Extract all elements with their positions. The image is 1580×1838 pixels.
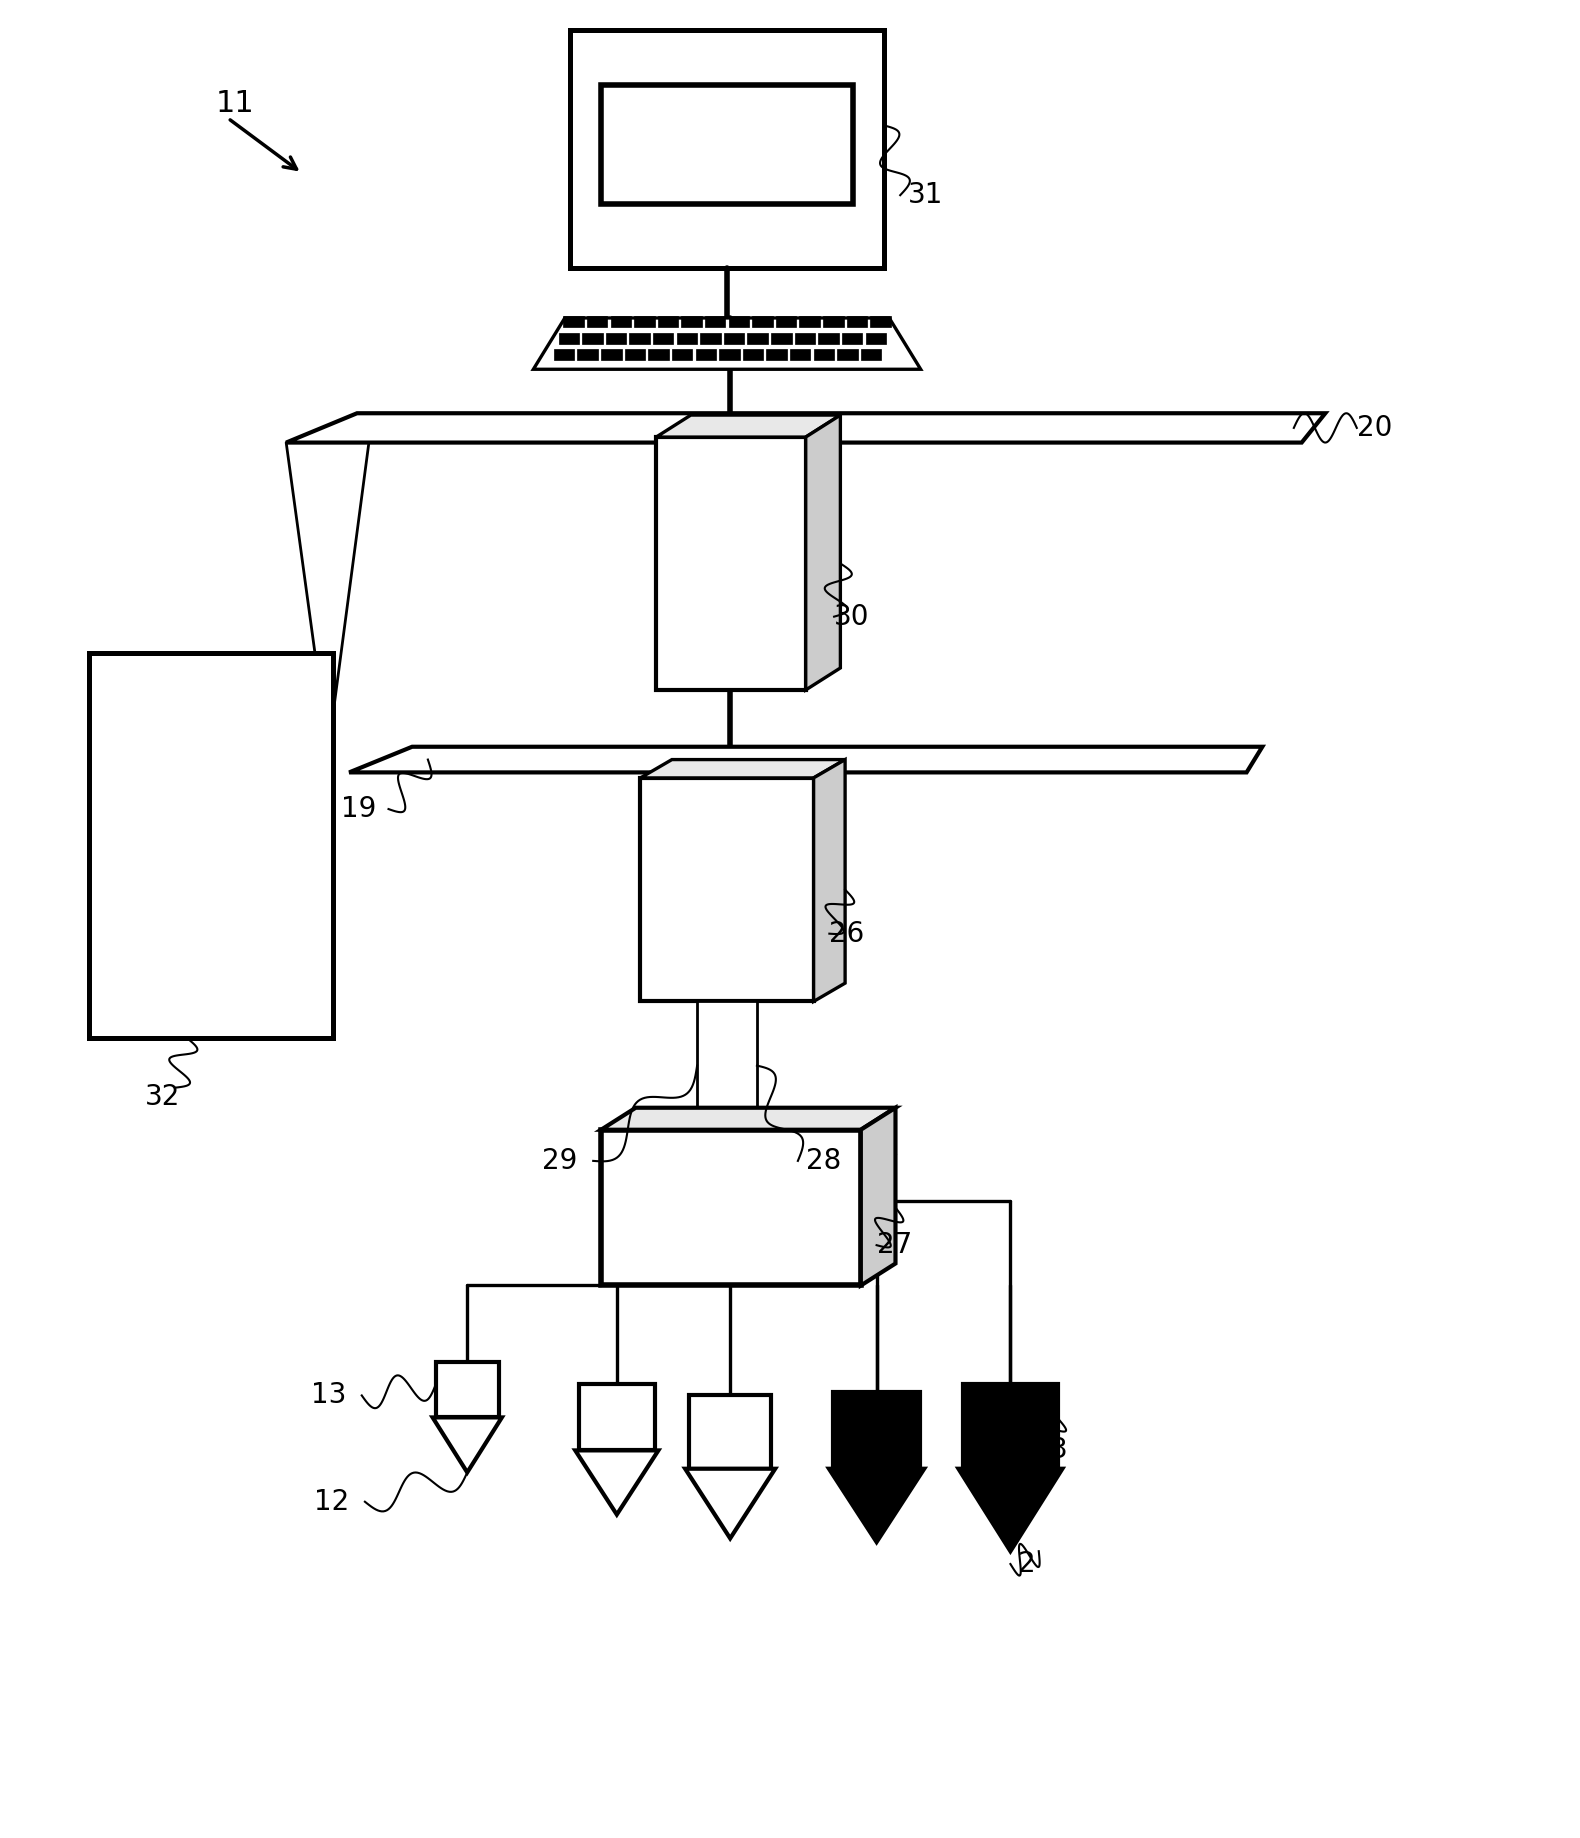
Bar bbox=[634, 316, 654, 327]
Polygon shape bbox=[814, 759, 845, 1002]
Polygon shape bbox=[349, 746, 1262, 772]
Bar bbox=[600, 85, 853, 204]
Bar bbox=[681, 316, 702, 327]
Bar bbox=[866, 333, 886, 344]
Bar bbox=[795, 333, 815, 344]
Polygon shape bbox=[286, 414, 1326, 443]
Polygon shape bbox=[959, 1469, 1062, 1551]
Text: 30: 30 bbox=[834, 603, 869, 630]
Bar bbox=[814, 349, 834, 360]
Bar bbox=[577, 349, 597, 360]
Polygon shape bbox=[640, 759, 845, 777]
Bar bbox=[676, 333, 697, 344]
Bar bbox=[578, 1384, 654, 1450]
Bar bbox=[610, 316, 630, 327]
Bar bbox=[436, 1362, 499, 1417]
Text: 12: 12 bbox=[314, 1487, 349, 1516]
Text: 3: 3 bbox=[1049, 1437, 1068, 1465]
Bar bbox=[847, 316, 867, 327]
Bar bbox=[790, 349, 811, 360]
Text: 27: 27 bbox=[877, 1231, 912, 1259]
Bar bbox=[719, 349, 739, 360]
Text: 13: 13 bbox=[311, 1382, 346, 1410]
Bar bbox=[90, 652, 333, 1038]
Bar bbox=[728, 316, 749, 327]
Bar bbox=[657, 316, 678, 327]
Text: 11: 11 bbox=[215, 88, 254, 118]
Bar bbox=[605, 333, 626, 344]
Bar bbox=[640, 777, 814, 1002]
Bar bbox=[586, 316, 607, 327]
Bar bbox=[833, 1391, 920, 1469]
Bar bbox=[871, 316, 891, 327]
Bar bbox=[700, 333, 720, 344]
Bar bbox=[653, 333, 673, 344]
Bar bbox=[823, 316, 844, 327]
Bar bbox=[818, 333, 839, 344]
Bar bbox=[564, 316, 583, 327]
Polygon shape bbox=[433, 1417, 502, 1472]
Bar bbox=[648, 349, 668, 360]
Bar bbox=[656, 437, 806, 689]
Bar bbox=[697, 1002, 757, 1130]
Bar bbox=[672, 349, 692, 360]
Polygon shape bbox=[686, 1469, 776, 1538]
Bar bbox=[629, 333, 649, 344]
Text: 26: 26 bbox=[830, 919, 864, 948]
Bar bbox=[600, 349, 621, 360]
Bar bbox=[569, 29, 885, 268]
Bar bbox=[705, 316, 725, 327]
Text: 20: 20 bbox=[1357, 414, 1392, 441]
Polygon shape bbox=[861, 1108, 896, 1285]
Bar bbox=[743, 349, 763, 360]
Text: 2: 2 bbox=[1018, 1549, 1036, 1579]
Bar bbox=[624, 349, 645, 360]
Bar bbox=[555, 349, 574, 360]
Text: 19: 19 bbox=[341, 796, 376, 823]
Bar bbox=[747, 333, 768, 344]
Bar bbox=[695, 349, 716, 360]
Text: 32: 32 bbox=[144, 1083, 180, 1110]
Bar bbox=[559, 333, 578, 344]
Polygon shape bbox=[534, 318, 921, 369]
Bar bbox=[842, 333, 863, 344]
Text: 28: 28 bbox=[806, 1147, 841, 1174]
Bar bbox=[689, 1395, 771, 1469]
Polygon shape bbox=[830, 1469, 924, 1542]
Bar bbox=[600, 1130, 861, 1285]
Bar bbox=[724, 333, 744, 344]
Bar bbox=[752, 316, 773, 327]
Polygon shape bbox=[575, 1450, 659, 1515]
Bar bbox=[964, 1384, 1057, 1469]
Bar bbox=[581, 333, 602, 344]
Polygon shape bbox=[806, 415, 841, 689]
Polygon shape bbox=[600, 1108, 896, 1130]
Text: 29: 29 bbox=[542, 1147, 577, 1174]
Bar bbox=[776, 316, 796, 327]
Bar bbox=[771, 333, 792, 344]
Bar bbox=[799, 316, 820, 327]
Text: 31: 31 bbox=[908, 182, 943, 210]
Bar bbox=[861, 349, 882, 360]
Polygon shape bbox=[656, 415, 841, 437]
Bar bbox=[766, 349, 787, 360]
Bar bbox=[837, 349, 858, 360]
